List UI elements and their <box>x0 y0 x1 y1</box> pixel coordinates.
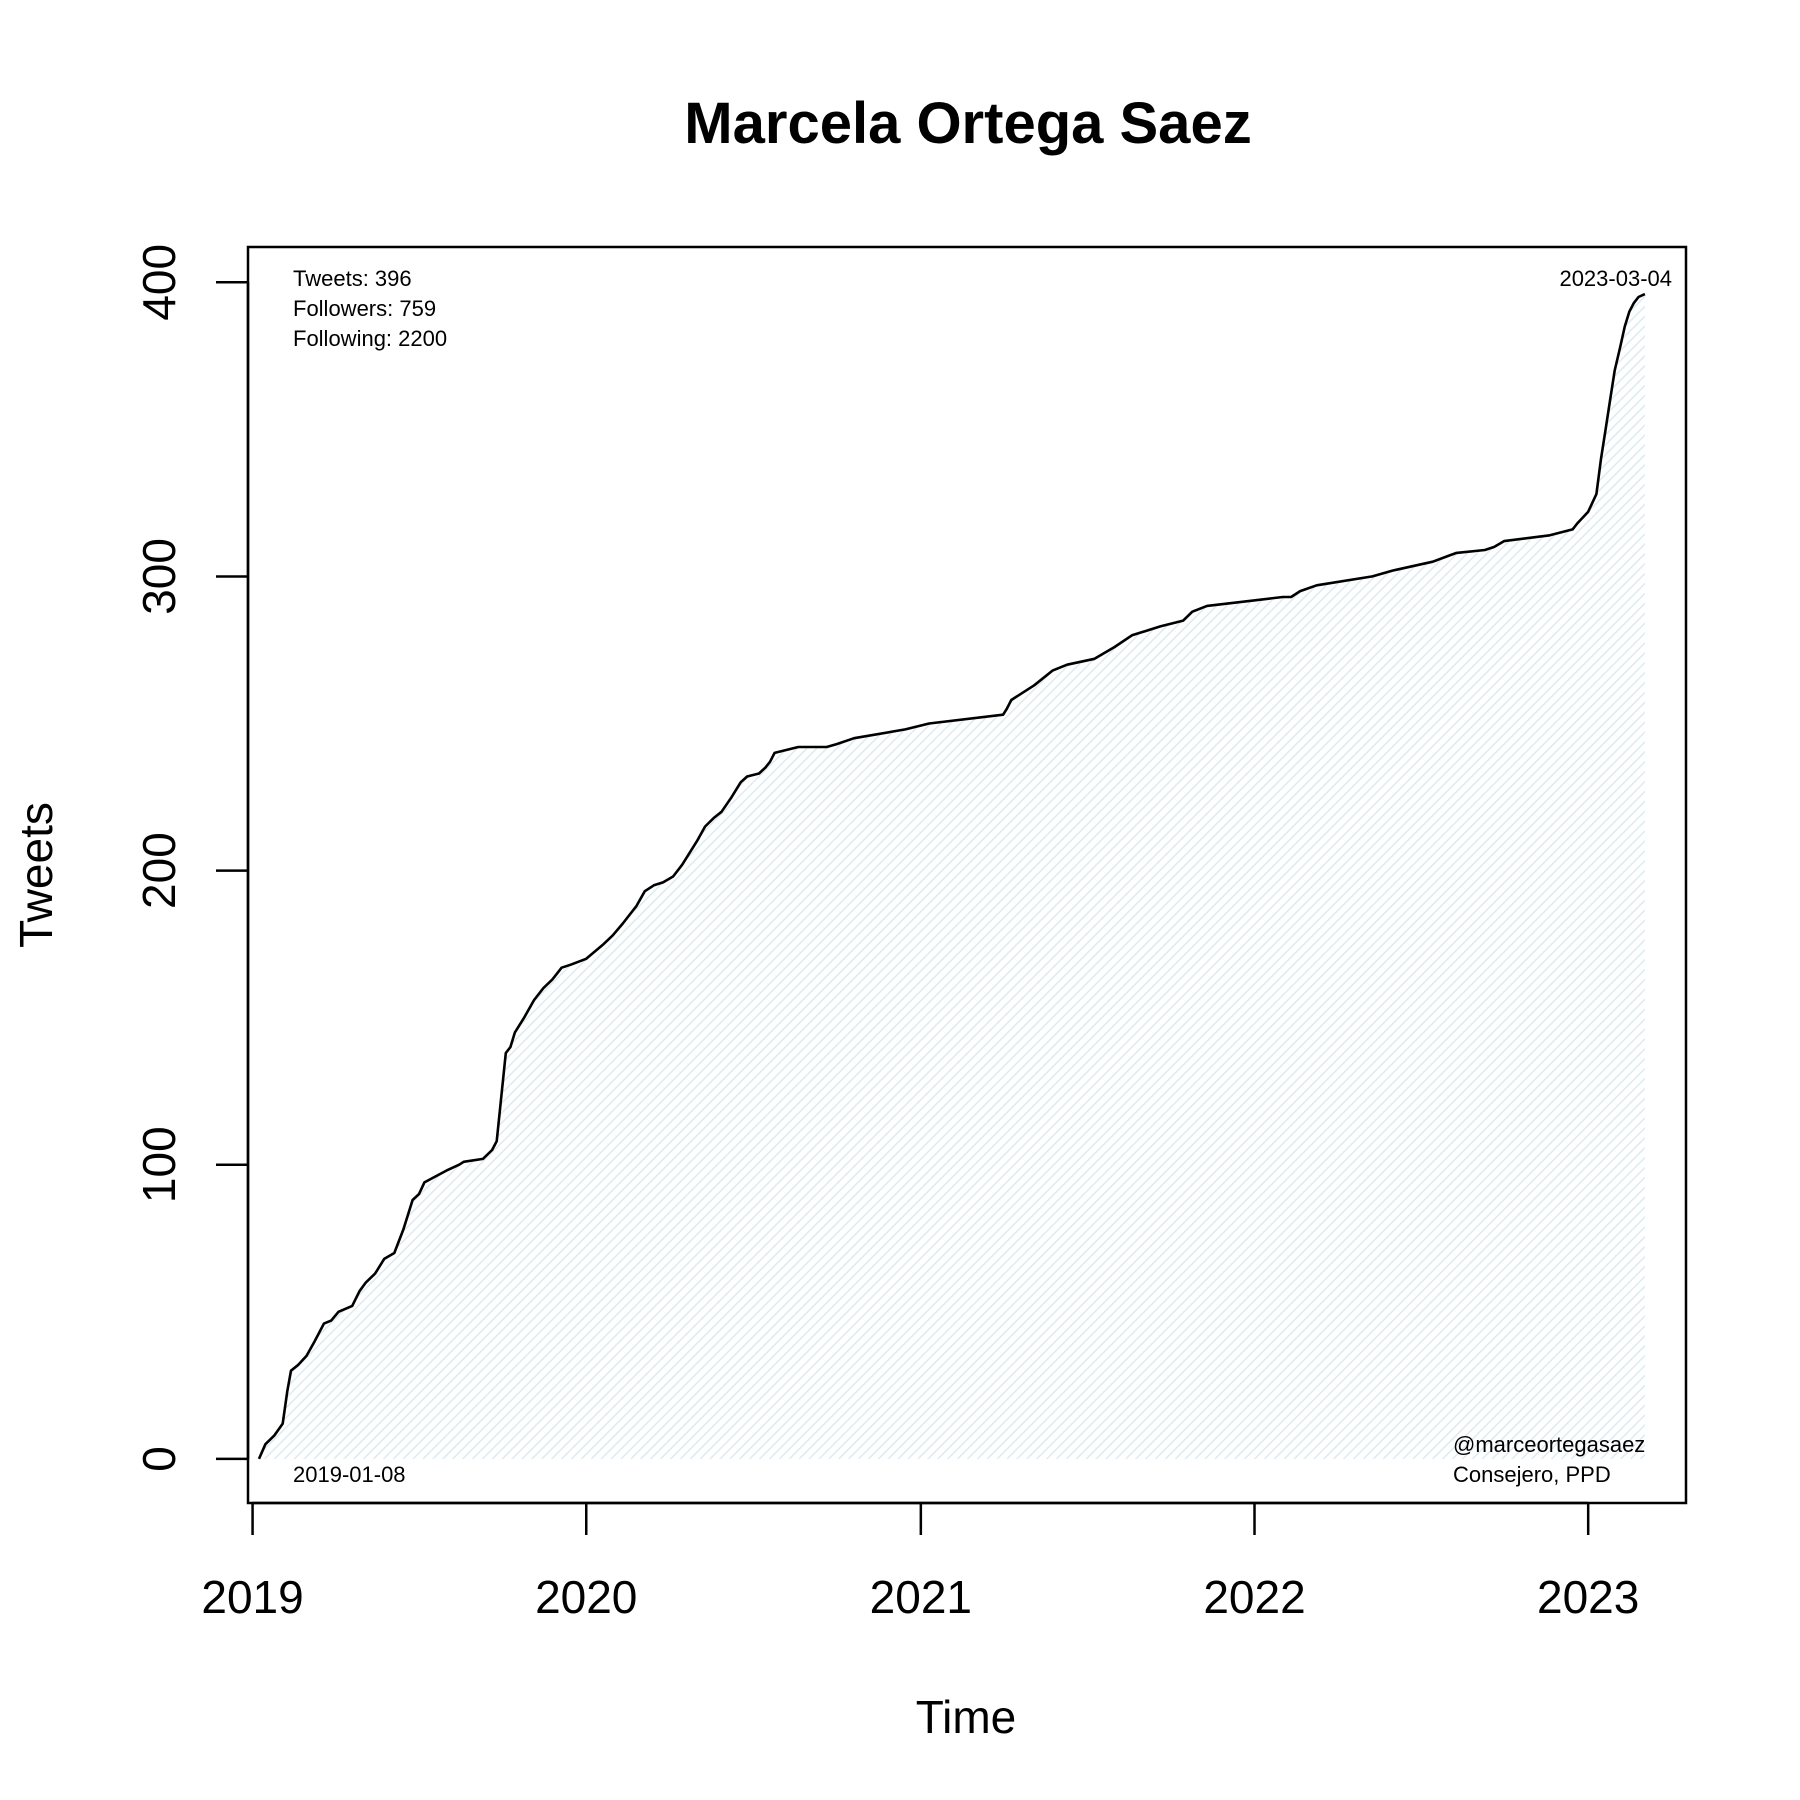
y-tick-label: 400 <box>133 244 185 321</box>
stats-following: Following: 2200 <box>293 326 447 351</box>
start-date-label: 2019-01-08 <box>293 1462 406 1487</box>
x-tick-label: 2019 <box>201 1571 303 1623</box>
y-tick-label: 300 <box>133 538 185 615</box>
y-tick-label: 200 <box>133 832 185 909</box>
stats-annotation: Tweets: 396 Followers: 759 Following: 22… <box>293 266 447 351</box>
series-line <box>257 292 1646 1460</box>
y-tick-label: 100 <box>133 1126 185 1203</box>
x-axis: 2019 2020 2021 2022 2023 <box>201 1501 1639 1623</box>
y-axis-title: Tweets <box>10 802 62 948</box>
series-area-fill <box>258 294 1645 1459</box>
x-tick-label: 2021 <box>870 1571 972 1623</box>
x-tick-label: 2023 <box>1537 1571 1639 1623</box>
x-tick-label: 2022 <box>1203 1571 1305 1623</box>
x-tick-label: 2020 <box>535 1571 637 1623</box>
stats-followers: Followers: 759 <box>293 296 436 321</box>
x-axis-title: Time <box>916 1691 1017 1743</box>
y-axis: 0 100 200 300 400 <box>133 244 250 1472</box>
account-handle: @marceortegasaez <box>1453 1432 1645 1457</box>
plot-area <box>257 292 1646 1460</box>
stats-tweets: Tweets: 396 <box>293 266 412 291</box>
account-role: Consejero, PPD <box>1453 1462 1611 1487</box>
end-date-label: 2023-03-04 <box>1559 266 1672 291</box>
y-tick-label: 0 <box>133 1446 185 1472</box>
chart-title: Marcela Ortega Saez <box>684 91 1251 156</box>
